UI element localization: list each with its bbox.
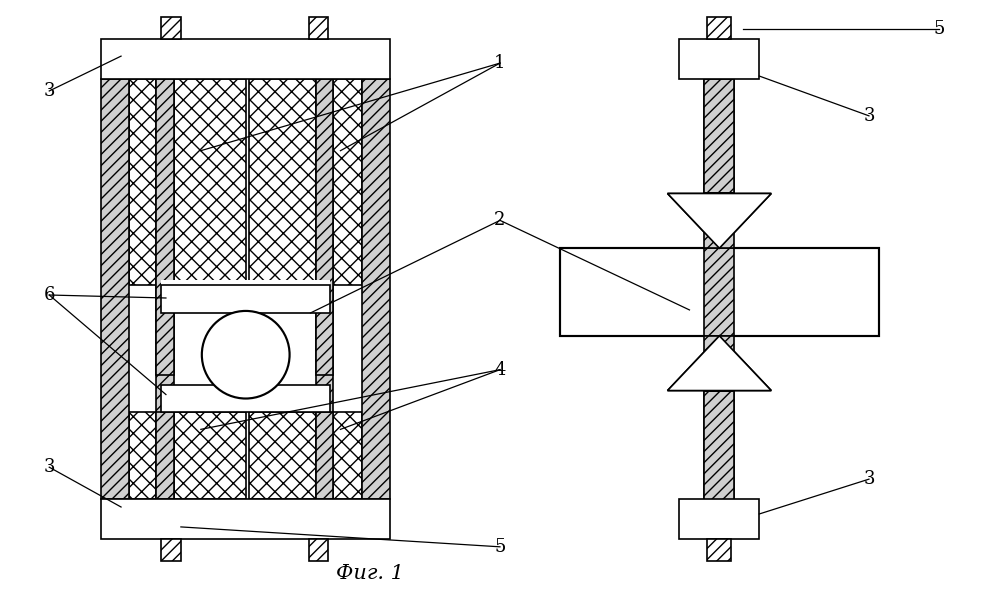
Bar bbox=[249, 79, 363, 285]
Circle shape bbox=[202, 311, 290, 398]
Bar bbox=[559, 248, 879, 336]
Text: 5: 5 bbox=[933, 20, 944, 39]
Bar bbox=[704, 336, 734, 391]
Bar bbox=[249, 413, 363, 499]
Text: 3: 3 bbox=[44, 82, 55, 100]
Polygon shape bbox=[667, 193, 771, 248]
Text: 1: 1 bbox=[495, 54, 505, 72]
Bar bbox=[156, 79, 174, 499]
Bar bbox=[129, 413, 246, 499]
Bar bbox=[309, 539, 329, 561]
Bar bbox=[129, 79, 246, 285]
Bar bbox=[316, 413, 334, 499]
Bar bbox=[161, 539, 181, 561]
Bar bbox=[161, 285, 331, 313]
Bar bbox=[704, 391, 734, 505]
Text: 3: 3 bbox=[44, 458, 55, 476]
Bar bbox=[156, 413, 174, 499]
Bar bbox=[101, 499, 391, 539]
Text: Фиг. 1: Фиг. 1 bbox=[337, 564, 405, 583]
Bar bbox=[101, 39, 391, 79]
Bar bbox=[707, 539, 731, 561]
Bar bbox=[316, 79, 334, 499]
Bar bbox=[101, 79, 129, 499]
Polygon shape bbox=[667, 193, 771, 248]
Text: 3: 3 bbox=[863, 107, 875, 125]
Bar bbox=[704, 248, 734, 336]
Text: 6: 6 bbox=[44, 286, 55, 304]
Text: 3: 3 bbox=[863, 470, 875, 488]
Polygon shape bbox=[667, 336, 771, 391]
Bar bbox=[156, 79, 174, 375]
Text: 4: 4 bbox=[495, 361, 505, 379]
Bar bbox=[704, 193, 734, 248]
Bar bbox=[309, 17, 329, 39]
Bar bbox=[704, 79, 734, 193]
Polygon shape bbox=[667, 336, 771, 391]
Bar bbox=[704, 79, 734, 193]
Text: 5: 5 bbox=[495, 538, 505, 556]
Bar bbox=[679, 499, 759, 539]
Bar bbox=[316, 79, 334, 375]
Bar bbox=[363, 79, 391, 499]
Bar bbox=[161, 385, 331, 413]
Text: 2: 2 bbox=[495, 211, 505, 229]
Bar bbox=[679, 39, 759, 79]
Bar bbox=[161, 280, 331, 285]
Bar bbox=[161, 17, 181, 39]
Bar bbox=[707, 17, 731, 39]
Bar bbox=[704, 391, 734, 505]
